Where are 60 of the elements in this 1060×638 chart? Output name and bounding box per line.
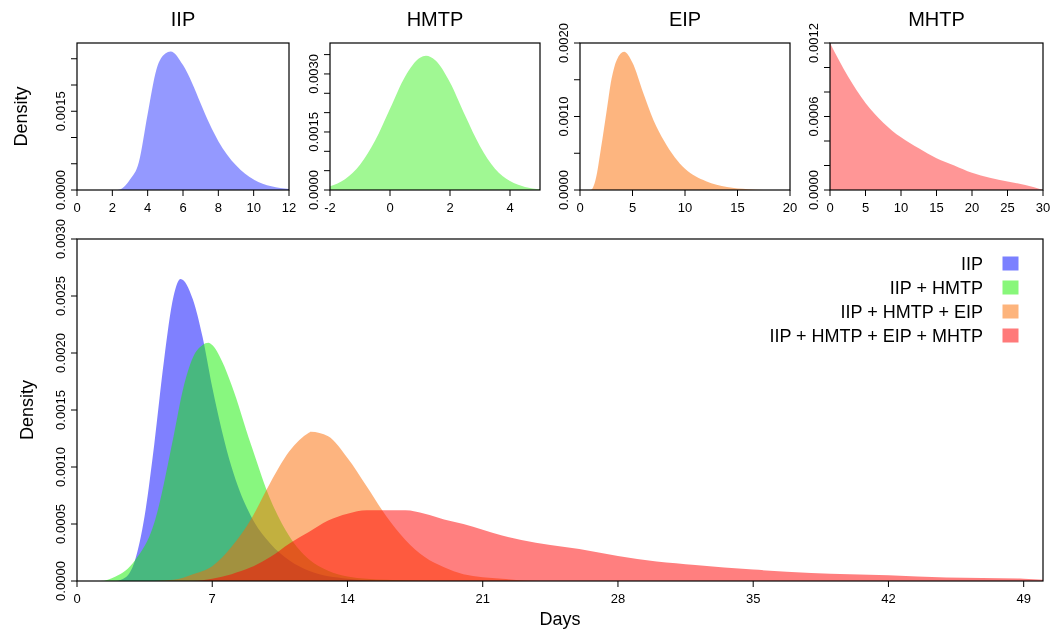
x-tick-label: 8 — [214, 200, 222, 215]
x-tick-label: 2 — [108, 200, 116, 215]
y-tick-label: 0.0012 — [806, 23, 821, 63]
legend-label: IIP + HMTP + EIP — [840, 302, 983, 322]
x-tick-label: 4 — [144, 200, 152, 215]
y-tick-label: 0.0015 — [306, 112, 321, 152]
x-tick-label: 25 — [1000, 200, 1015, 215]
y-tick-label: 0.0000 — [806, 170, 821, 210]
legend-label: IIP + HMTP — [889, 278, 983, 298]
y-tick-label: 0.0010 — [53, 447, 68, 487]
chart-title: IIP — [170, 8, 196, 30]
y-tick-label: 0.0020 — [556, 23, 571, 63]
x-tick-label: -2 — [324, 200, 336, 215]
y-tick-label: 0.0020 — [53, 333, 68, 373]
x-tick-label: 4 — [506, 200, 514, 215]
x-tick-label: 0 — [73, 200, 81, 215]
x-tick-label: 30 — [1035, 200, 1051, 215]
y-tick-label: 0.0000 — [556, 170, 571, 210]
x-tick-label: 10 — [677, 200, 693, 215]
y-tick-label: 0.0000 — [306, 170, 321, 210]
legend-label: IIP — [960, 254, 983, 274]
x-tick-label: 14 — [340, 591, 355, 606]
chart-title: HMTP — [406, 8, 464, 30]
x-tick-label: 0 — [576, 200, 584, 215]
x-tick-label: 15 — [730, 200, 745, 215]
y-tick-label: 0.0000 — [53, 170, 68, 210]
x-tick-label: 21 — [475, 591, 490, 606]
x-tick-label: 20 — [782, 200, 798, 215]
y-tick-label: 0.0000 — [53, 561, 68, 601]
x-axis-title: Days — [539, 609, 581, 629]
x-tick-label: 20 — [964, 200, 980, 215]
x-tick-label: 6 — [179, 200, 187, 215]
x-tick-label: 35 — [745, 591, 761, 606]
x-tick-label: 15 — [929, 200, 944, 215]
y-axis-title: Density — [17, 379, 37, 441]
y-tick-label: 0.0015 — [53, 91, 68, 132]
x-tick-label: 10 — [246, 200, 261, 215]
y-tick-label: 0.0010 — [556, 96, 571, 137]
x-tick-label: 10 — [893, 200, 909, 215]
x-tick-label: 12 — [281, 200, 297, 215]
x-tick-label: 5 — [628, 200, 637, 215]
x-tick-label: 49 — [1016, 591, 1031, 606]
y-tick-label: 0.0030 — [53, 219, 68, 259]
x-tick-label: 28 — [610, 591, 626, 606]
x-tick-label: 42 — [881, 591, 896, 606]
legend-label: IIP + HMTP + EIP + MHTP — [769, 326, 983, 346]
chart-title: MHTP — [908, 8, 965, 30]
y-tick-label: 0.0005 — [53, 504, 68, 544]
chart-title: EIP — [668, 8, 702, 30]
x-tick-label: 0 — [386, 200, 394, 215]
y-tick-label: 0.0030 — [306, 54, 321, 94]
y-tick-label: 0.0015 — [53, 390, 68, 430]
y-tick-label: 0.0006 — [806, 96, 821, 137]
x-tick-label: 7 — [208, 591, 216, 606]
x-tick-label: 2 — [446, 200, 454, 215]
y-axis-title: Density — [11, 86, 31, 147]
x-tick-label: 5 — [861, 200, 870, 215]
y-tick-label: 0.0025 — [53, 276, 68, 316]
x-tick-label: 0 — [826, 200, 834, 215]
x-tick-label: 0 — [73, 591, 81, 606]
